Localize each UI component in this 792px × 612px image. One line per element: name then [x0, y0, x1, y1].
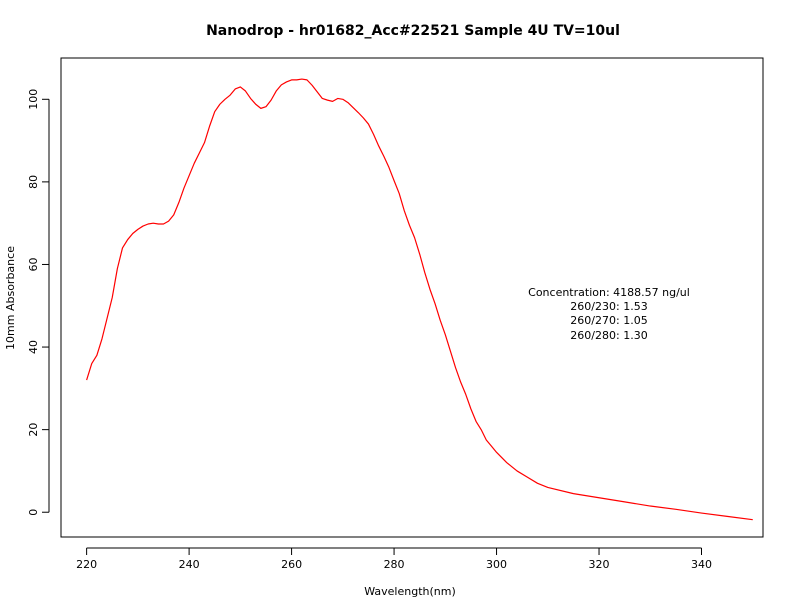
chart-title: Nanodrop - hr01682_Acc#22521 Sample 4U T…	[206, 23, 620, 39]
x-tick-label: 300	[486, 558, 507, 571]
y-tick-label: 100	[27, 89, 40, 110]
x-axis: 220 240 260 280 300 320 340	[76, 547, 712, 571]
concentration-annotation: Concentration: 4188.57 ng/ul	[528, 286, 690, 299]
x-tick-label: 340	[691, 558, 712, 571]
y-tick-label: 60	[27, 257, 40, 271]
absorbance-series-line	[86, 78, 753, 521]
x-tick-label: 220	[76, 558, 97, 571]
y-tick-label: 40	[27, 340, 40, 354]
x-tick-label: 260	[281, 558, 302, 571]
ratio-260-280-annotation: 260/280: 1.30	[570, 329, 647, 342]
ratio-260-230-annotation: 260/230: 1.53	[570, 300, 647, 313]
plot-frame	[60, 57, 764, 538]
x-tick-label: 320	[589, 558, 610, 571]
annotation-block: Concentration: 4188.57 ng/ul 260/230: 1.…	[528, 286, 690, 342]
x-tick-label: 240	[179, 558, 200, 571]
y-tick-label: 80	[27, 175, 40, 189]
y-tick-label: 20	[27, 423, 40, 437]
y-axis: 0 20 40 60 80 100	[27, 89, 50, 516]
x-axis-label: Wavelength(nm)	[364, 585, 456, 598]
y-axis-label: 10mm Absorbance	[4, 246, 17, 350]
y-tick-label: 0	[27, 509, 40, 516]
ratio-260-270-annotation: 260/270: 1.05	[570, 314, 647, 327]
x-tick-label: 280	[384, 558, 405, 571]
series-layer	[86, 78, 753, 521]
